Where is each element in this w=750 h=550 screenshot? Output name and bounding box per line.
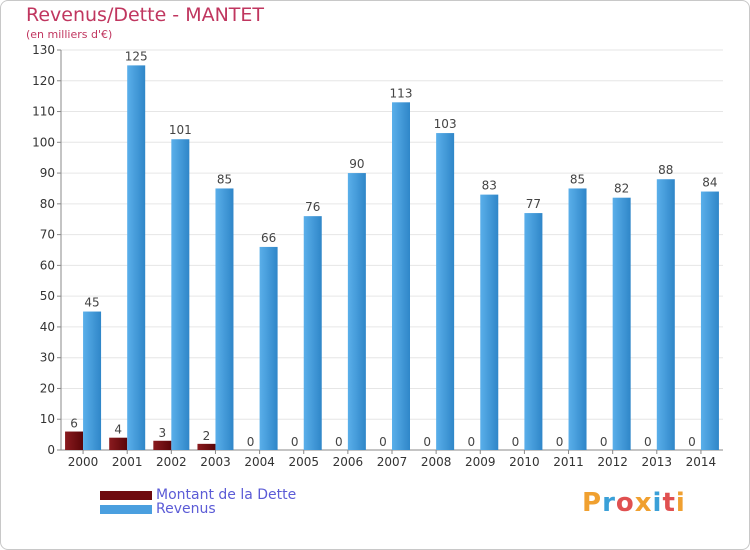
data-label-revenus: 101 [169,123,192,137]
chart-title: Revenus/Dette - MANTET [26,4,265,26]
data-label-dette: 0 [688,435,696,449]
y-tick-label: 130 [32,43,55,57]
data-label-dette: 0 [644,435,652,449]
data-label-revenus: 90 [349,157,364,171]
data-label-dette: 2 [203,429,211,443]
x-tick-label: 2004 [244,455,275,469]
bar-revenus [259,246,278,450]
data-label-revenus: 45 [84,296,99,310]
x-tick-label: 2003 [200,455,231,469]
bar-revenus [347,173,366,451]
bar-revenus [612,197,631,450]
bar-revenus [392,102,410,451]
data-label-revenus: 85 [570,172,585,186]
logo-letter: o [615,488,635,518]
data-label-revenus: 125 [125,49,148,63]
data-label-revenus: 113 [390,86,413,100]
legend-swatch-revenus [100,504,152,514]
data-label-dette: 6 [70,417,78,431]
data-label-revenus: 103 [434,117,457,131]
y-tick-label: 100 [32,135,55,149]
legend-swatch-dette [100,490,152,500]
bar-revenus [700,191,719,451]
data-label-dette: 0 [512,435,520,449]
x-tick-label: 2008 [421,455,452,469]
bar-revenus [127,65,146,450]
logo-letter: P [582,488,603,518]
data-label-dette: 0 [335,435,343,449]
y-tick-label: 90 [40,166,55,180]
data-label-revenus: 85 [217,172,232,186]
x-tick-label: 2009 [465,455,496,469]
x-tick-label: 2010 [509,455,540,469]
bar-revenus [480,194,499,450]
bar-dette [197,443,216,450]
data-label-revenus: 76 [305,200,320,214]
bar-revenus [436,133,455,451]
legend-label-dette: Montant de la Dette [156,487,297,503]
x-tick-label: 2011 [553,455,584,469]
legend-label-revenus: Revenus [156,501,216,517]
data-label-dette: 0 [379,435,387,449]
data-label-dette: 0 [467,435,475,449]
chart-subtitle: (en milliers d'€) [26,28,113,41]
data-label-dette: 3 [159,426,167,440]
data-label-dette: 0 [556,435,564,449]
logo-letter: i [652,488,663,518]
data-label-revenus: 77 [526,197,541,211]
data-label-revenus: 83 [482,179,497,193]
y-tick-label: 120 [32,74,55,88]
y-tick-label: 0 [47,443,55,457]
x-tick-label: 2007 [377,455,408,469]
bar-revenus [83,311,102,450]
bar-dette [65,431,84,450]
data-label-dette: 0 [291,435,299,449]
x-tick-label: 2014 [686,455,717,469]
x-tick-label: 2006 [333,455,364,469]
bar-revenus [303,216,322,450]
y-tick-label: 80 [40,197,55,211]
bar-revenus [656,179,675,450]
x-tick-label: 2002 [156,455,187,469]
data-label-revenus: 82 [614,182,629,196]
data-label-dette: 0 [247,435,255,449]
data-label-revenus: 88 [658,163,673,177]
y-tick-label: 60 [40,258,55,272]
bar-dette [153,440,172,450]
x-tick-label: 2005 [288,455,319,469]
bar-dette [109,437,128,450]
y-tick-label: 20 [40,381,55,395]
y-tick-label: 30 [40,351,55,365]
data-label-revenus: 66 [261,231,276,245]
y-tick-label: 110 [32,105,55,119]
x-tick-label: 2000 [68,455,99,469]
proxiti-logo: Proxiti [582,488,686,518]
logo-letter: x [634,488,653,518]
legend-item-dette: Montant de la Dette [100,487,296,503]
data-label-dette: 0 [423,435,431,449]
bar-revenus [215,188,234,450]
logo-letter: i [675,488,686,518]
x-tick-label: 2001 [112,455,143,469]
y-tick-label: 70 [40,228,55,242]
logo-letter: r [602,488,616,518]
bar-revenus [568,188,587,450]
bar-revenus [524,213,543,450]
data-label-dette: 4 [114,423,122,437]
data-label-revenus: 84 [702,176,717,190]
x-tick-label: 2012 [597,455,628,469]
data-label-dette: 0 [600,435,608,449]
x-tick-label: 2013 [642,455,673,469]
y-tick-label: 10 [40,412,55,426]
legend-item-revenus: Revenus [100,501,216,517]
y-tick-label: 40 [40,320,55,334]
y-tick-label: 50 [40,289,55,303]
bar-revenus [171,139,190,450]
logo-letter: t [662,488,676,518]
